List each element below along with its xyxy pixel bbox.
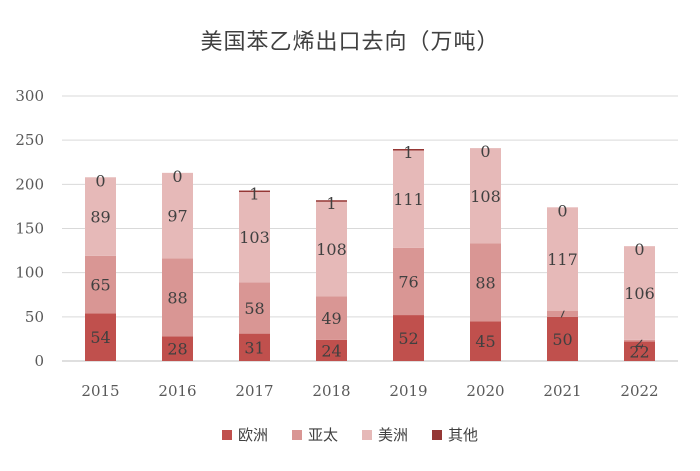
y-tick-label: 200: [15, 175, 44, 193]
legend-swatch: [221, 429, 232, 440]
data-label: 111: [393, 190, 424, 209]
y-tick-label: 100: [15, 264, 44, 282]
legend-label: 其他: [448, 426, 479, 444]
x-tick-label: 2015: [81, 382, 119, 400]
bar-segment: [470, 243, 501, 322]
bar-segment: [239, 190, 270, 193]
bar-segment: [85, 177, 116, 256]
bar-segment: [316, 296, 347, 340]
data-label: 2: [634, 332, 644, 351]
bar-segment: [624, 246, 655, 340]
legend-item: 其他: [432, 424, 478, 445]
bar-segment: [547, 316, 578, 361]
data-label: 28: [167, 340, 187, 359]
x-tick-label: 2018: [312, 382, 350, 400]
data-label: 58: [244, 299, 264, 318]
y-tick-label: 50: [25, 308, 44, 326]
legend: 欧洲 亚太 美洲 其他: [0, 424, 700, 445]
data-label: 0: [172, 167, 182, 186]
y-tick-label: 0: [34, 352, 44, 370]
y-tick-label: 300: [15, 87, 44, 105]
data-label: 24: [321, 341, 341, 360]
data-label: 89: [90, 208, 110, 227]
x-tick-label: 2019: [389, 382, 427, 400]
data-label: 31: [244, 338, 264, 357]
y-tick-label: 150: [15, 220, 44, 238]
data-label: 54: [90, 328, 110, 347]
legend-swatch: [432, 429, 443, 440]
legend-label: 美洲: [378, 426, 409, 444]
data-label: 0: [557, 201, 567, 220]
data-label: 0: [480, 142, 490, 161]
data-label: 106: [624, 284, 655, 303]
bar-segment: [316, 200, 347, 202]
bar-segment: [239, 282, 270, 334]
bar-segment: [393, 247, 424, 316]
data-label: 76: [398, 273, 418, 292]
data-label: 50: [552, 330, 572, 349]
data-label: 1: [403, 143, 413, 162]
data-label: 7: [557, 303, 567, 322]
bar-segment: [162, 336, 193, 361]
bar-segment: [470, 148, 501, 244]
data-label: 97: [167, 207, 187, 226]
bar-segment: [624, 341, 655, 361]
data-label: 1: [249, 185, 259, 204]
bar-segment: [393, 315, 424, 361]
data-label: 1: [326, 194, 336, 213]
bar-segment: [162, 172, 193, 259]
legend-item: 亚太: [291, 424, 338, 445]
x-tick-label: 2017: [235, 382, 273, 400]
legend-swatch: [362, 429, 372, 440]
x-tick-label: 2016: [158, 382, 196, 400]
bar-segment: [85, 255, 116, 314]
data-label: 49: [321, 309, 341, 328]
bar-segment: [393, 149, 424, 248]
bar-segment: [162, 258, 193, 337]
bar-segment: [547, 310, 578, 317]
bar-segment: [85, 313, 116, 361]
chart-title: 美国苯乙烯出口去向（万吨）: [200, 30, 500, 55]
data-label: 88: [167, 288, 187, 307]
x-tick-label: 2020: [466, 382, 504, 400]
data-label: 0: [634, 240, 644, 259]
data-label: 45: [475, 332, 495, 351]
legend-label: 亚太: [307, 426, 338, 444]
legend-swatch: [291, 429, 302, 440]
x-tick-label: 2022: [620, 382, 658, 400]
data-label: 88: [475, 273, 495, 292]
data-label: 103: [239, 228, 270, 247]
bar-segment: [239, 191, 270, 283]
data-label: 52: [398, 329, 418, 348]
legend-item: 欧洲: [221, 424, 268, 445]
bar-segment: [393, 149, 424, 151]
data-label: 22: [629, 342, 649, 361]
legend-label: 欧洲: [237, 426, 268, 444]
data-label: 65: [90, 276, 110, 295]
data-label: 108: [470, 187, 501, 206]
data-label: 117: [547, 250, 578, 269]
data-label: 0: [95, 171, 105, 190]
bar-segment: [316, 201, 347, 297]
data-label: 108: [316, 240, 347, 259]
legend-item: 美洲: [362, 424, 408, 445]
bar-segment: [316, 339, 347, 361]
bar-segment: [624, 339, 655, 342]
bar-segment: [547, 207, 578, 311]
x-tick-label: 2021: [543, 382, 581, 400]
y-tick-label: 250: [15, 131, 44, 149]
bar-segment: [239, 333, 270, 361]
bar-segment: [470, 321, 501, 361]
